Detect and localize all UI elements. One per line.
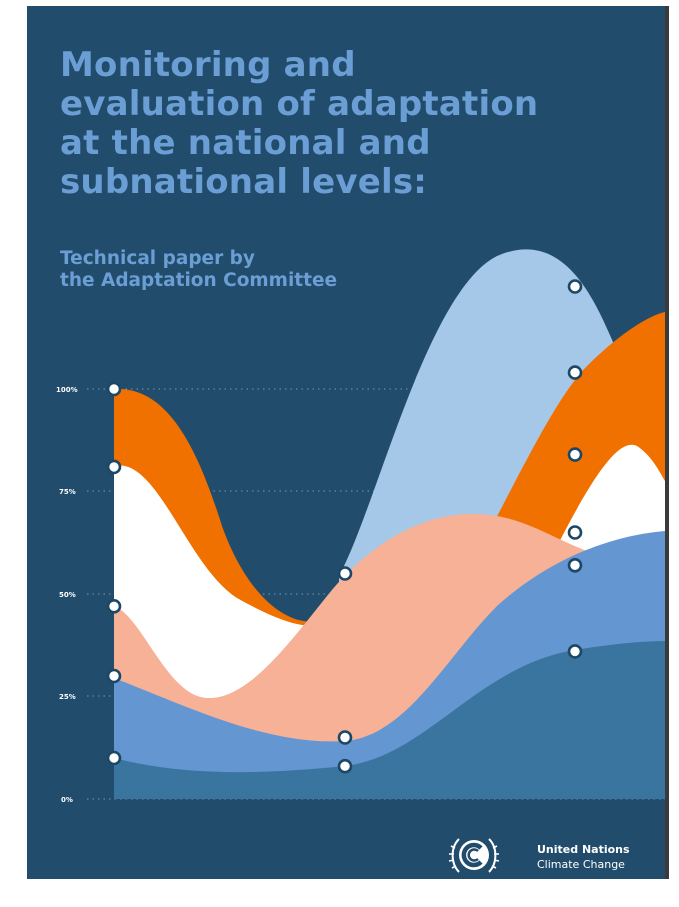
subtitle-line: Technical paper by xyxy=(60,248,255,269)
cover-title: Monitoring and evaluation of adaptation … xyxy=(60,46,660,202)
data-point-marker xyxy=(567,365,583,380)
org-line2: Climate Change xyxy=(537,858,625,871)
org-name: United Nations Climate Change xyxy=(537,842,630,872)
org-line1: United Nations xyxy=(537,843,630,856)
page-edge xyxy=(665,6,669,879)
data-point-marker xyxy=(337,566,353,581)
data-point-marker xyxy=(567,644,583,659)
stacked-area-chart: 100% 75% 50% 25% 0% xyxy=(56,249,665,804)
data-point-marker xyxy=(106,668,122,684)
y-tick-label: 50% xyxy=(59,591,76,599)
title-line: subnational levels: xyxy=(60,162,428,202)
data-point-marker xyxy=(567,525,583,540)
title-line: Monitoring and xyxy=(60,45,356,85)
data-point-marker xyxy=(337,730,353,745)
area-dark-blue xyxy=(114,641,665,799)
data-point-marker xyxy=(106,459,122,475)
marker-layer xyxy=(106,279,583,774)
data-point-marker xyxy=(567,279,583,294)
subtitle-line: the Adaptation Committee xyxy=(60,270,338,291)
title-line: at the national and xyxy=(60,123,431,163)
report-cover: Monitoring and evaluation of adaptation … xyxy=(27,6,665,879)
data-point-marker xyxy=(567,557,583,573)
data-point-marker xyxy=(337,758,353,774)
data-point-marker xyxy=(106,750,122,766)
y-tick-label: 100% xyxy=(56,386,78,394)
y-tick-label: 25% xyxy=(59,693,76,701)
data-point-marker xyxy=(106,598,122,614)
cover-subtitle: Technical paper by the Adaptation Commit… xyxy=(60,248,560,292)
data-point-marker xyxy=(567,447,583,462)
data-point-marker xyxy=(106,381,122,397)
y-axis-ticks: 100% 75% 50% 25% 0% xyxy=(56,386,78,804)
y-tick-label: 0% xyxy=(61,796,73,804)
title-line: evaluation of adaptation xyxy=(60,84,539,124)
y-tick-label: 75% xyxy=(59,488,76,496)
unfccc-emblem-icon xyxy=(448,838,500,873)
